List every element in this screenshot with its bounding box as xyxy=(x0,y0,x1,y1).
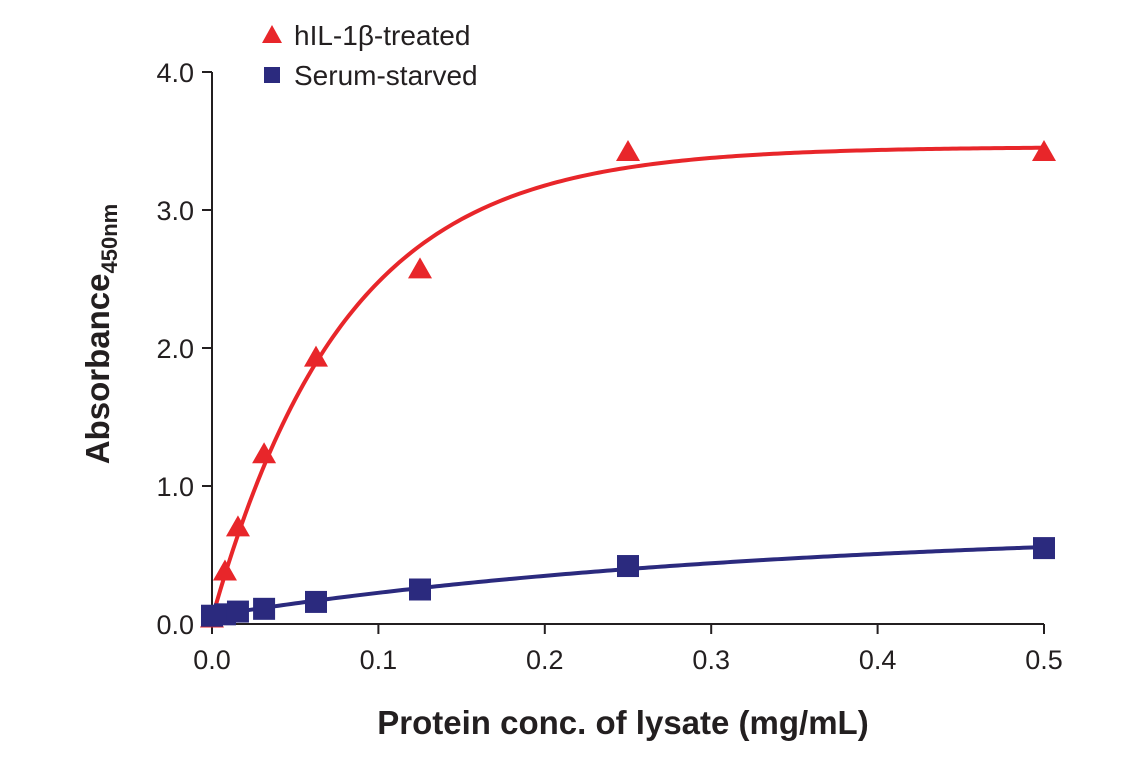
data-point-starved xyxy=(305,590,327,613)
data-point-treated xyxy=(408,257,432,279)
y-tick-label: 2.0 xyxy=(156,334,194,364)
x-tick-label: 0.1 xyxy=(360,645,398,675)
data-point-starved xyxy=(617,555,639,578)
y-axis-title: Absorbance450nm xyxy=(79,204,122,464)
x-tick-label: 0.2 xyxy=(526,645,564,675)
y-axis-title-main: Absorbance xyxy=(79,274,116,465)
data-markers xyxy=(200,140,1056,628)
x-tick-label: 0.0 xyxy=(193,645,231,675)
legend: hIL-1β-treated Serum-starved xyxy=(262,20,478,91)
x-tick-label: 0.4 xyxy=(859,645,897,675)
data-point-treated xyxy=(304,345,328,367)
data-point-starved xyxy=(226,600,249,623)
x-axis-title: Protein conc. of lysate (mg/mL) xyxy=(377,704,868,741)
data-point-starved xyxy=(1033,537,1055,560)
data-point-treated xyxy=(616,140,640,162)
data-point-starved xyxy=(409,578,431,601)
legend-swatch-starved xyxy=(264,67,280,83)
y-tick-label: 0.0 xyxy=(156,610,194,640)
legend-label-treated: hIL-1β-treated xyxy=(294,20,470,51)
axis-labels: Protein conc. of lysate (mg/mL) Absorban… xyxy=(79,204,869,741)
y-tick-label: 1.0 xyxy=(156,472,194,502)
fit-curves xyxy=(210,145,1046,621)
x-tick-label: 0.3 xyxy=(692,645,730,675)
legend-label-starved: Serum-starved xyxy=(294,60,478,91)
axes: 0.0 0.1 0.2 0.3 0.4 0.5 0.0 1.0 2.0 3.0 4.0 xyxy=(156,58,1062,675)
data-point-treated xyxy=(252,442,277,464)
data-point-starved xyxy=(253,597,276,620)
y-tick-label: 3.0 xyxy=(156,196,194,226)
data-point-treated xyxy=(212,559,237,581)
data-point-treated xyxy=(1032,140,1056,162)
y-axis-title-subscript: 450nm xyxy=(97,204,122,274)
fit-curve-treated xyxy=(210,145,1046,621)
x-tick-label: 0.5 xyxy=(1025,645,1063,675)
legend-swatch-treated xyxy=(262,25,282,43)
y-tick-label: 4.0 xyxy=(156,58,194,88)
data-point-treated xyxy=(225,515,250,537)
